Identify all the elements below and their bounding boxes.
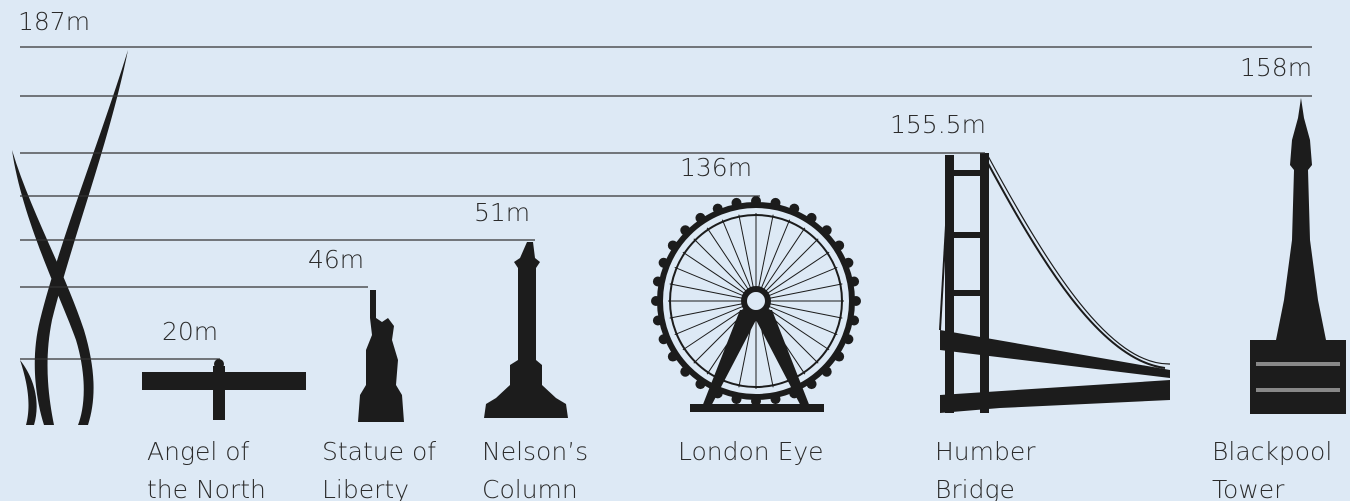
landmark-name: Nelson’s: [482, 437, 588, 466]
landmark-name: Angel of: [147, 437, 250, 466]
blackpool-tower: [1250, 98, 1346, 414]
infographic: 187m 158m Blackpool Tower 155.5m Humber Bridge…: [0, 0, 1350, 501]
height-label: 20m: [162, 317, 218, 346]
landmark-name: Statue of: [322, 437, 436, 466]
london-eye: [651, 196, 861, 412]
angel-head: [214, 359, 224, 369]
landmark-name: Liberty: [322, 475, 409, 501]
sculpture: [35, 50, 128, 425]
nelsons-column: [484, 242, 568, 418]
statue-of-liberty: [358, 290, 404, 422]
landmark-name: London Eye: [678, 437, 824, 466]
landmark-name: Tower: [1212, 475, 1285, 501]
height-label: 187m: [18, 7, 90, 36]
angel-body: [213, 366, 225, 420]
height-label: 46m: [308, 245, 364, 274]
landmark-name: Humber: [935, 437, 1036, 466]
landmark-name: the North: [147, 475, 266, 501]
sculpture: [20, 360, 37, 425]
landmark-name: Column: [482, 475, 578, 501]
landmark-name: Blackpool: [1212, 437, 1332, 466]
height-label: 136m: [680, 153, 752, 182]
silhouettes: [12, 50, 1346, 425]
height-label: 158m: [1240, 53, 1312, 82]
height-label: 51m: [474, 198, 530, 227]
landmark-name: Bridge: [935, 475, 1015, 501]
humber-bridge: [940, 153, 1170, 413]
height-label: 155.5m: [890, 110, 986, 139]
